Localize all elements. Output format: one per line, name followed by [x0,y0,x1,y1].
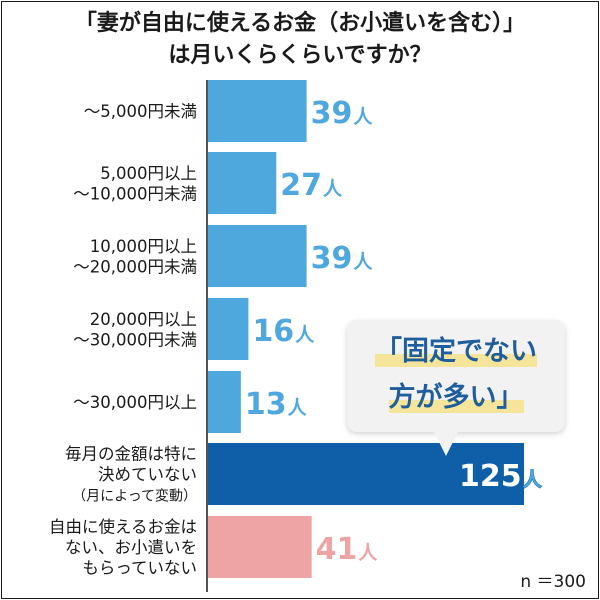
category-label: ～5,000円未満 [84,102,197,121]
data-label-unit: 人 [353,106,373,128]
callout-line-1: 「固定でない [375,336,537,367]
chart-title-line-2: は月いくらくらいですか？ [168,43,432,68]
bar [208,371,241,433]
bar [208,516,312,578]
callout-bubble: 「固定でない 方が多い」 [347,320,565,456]
data-label-value: 13 [245,387,287,422]
sample-size-note: n ＝300 [520,572,586,592]
category-label: （月によって変動） [72,488,197,505]
data-label-value: 41 [316,532,358,567]
data-label-unit: 人 [353,251,373,273]
data-label-value: 27 [280,168,322,203]
category-label: ～10,000円未満 [73,184,197,203]
data-label: 39人 [311,241,374,276]
category-label: 決めていない [98,465,197,484]
chart-title: 「妻が自由に使えるお金（お小遣いを含む）」 は月いくらくらいですか？ [2,8,598,72]
category-label: 5,000円以上 [100,164,197,183]
data-label-unit: 人 [523,469,543,491]
data-label: 16人 [252,314,315,349]
category-label: 自由に使えるお金は [49,518,197,537]
data-label: 39人 [311,96,374,131]
data-label: 125人 [459,459,543,494]
callout-tail [433,430,459,456]
chart-title-line-1: 「妻が自由に使えるお金（お小遣いを含む）」 [74,11,526,36]
category-label: ～30,000円未満 [73,330,197,349]
data-label-value: 39 [311,96,353,131]
data-label: 27人 [280,168,343,203]
data-label-value: 125 [459,459,522,494]
category-label: 10,000円以上 [90,237,197,256]
category-label: 20,000円以上 [90,310,197,329]
category-label: ～30,000円以上 [73,393,197,412]
category-label: 毎月の金額は特に [65,445,197,464]
data-label-unit: 人 [288,397,308,419]
bar [208,443,524,505]
data-label-unit: 人 [358,542,378,564]
bar [208,80,307,142]
category-label: もらっていない [82,559,197,578]
callout-line-2: 方が多い」 [388,382,524,413]
data-label-value: 39 [311,241,353,276]
data-label-unit: 人 [295,324,315,346]
data-label: 41人 [316,532,379,567]
bar [208,298,249,360]
bar [208,225,307,287]
data-label-value: 16 [252,314,294,349]
data-label-unit: 人 [323,178,343,200]
category-label: ない、お小遣いを [65,538,197,557]
data-label: 13人 [245,387,308,422]
category-label: ～20,000円未満 [73,257,197,276]
bar [208,152,277,214]
